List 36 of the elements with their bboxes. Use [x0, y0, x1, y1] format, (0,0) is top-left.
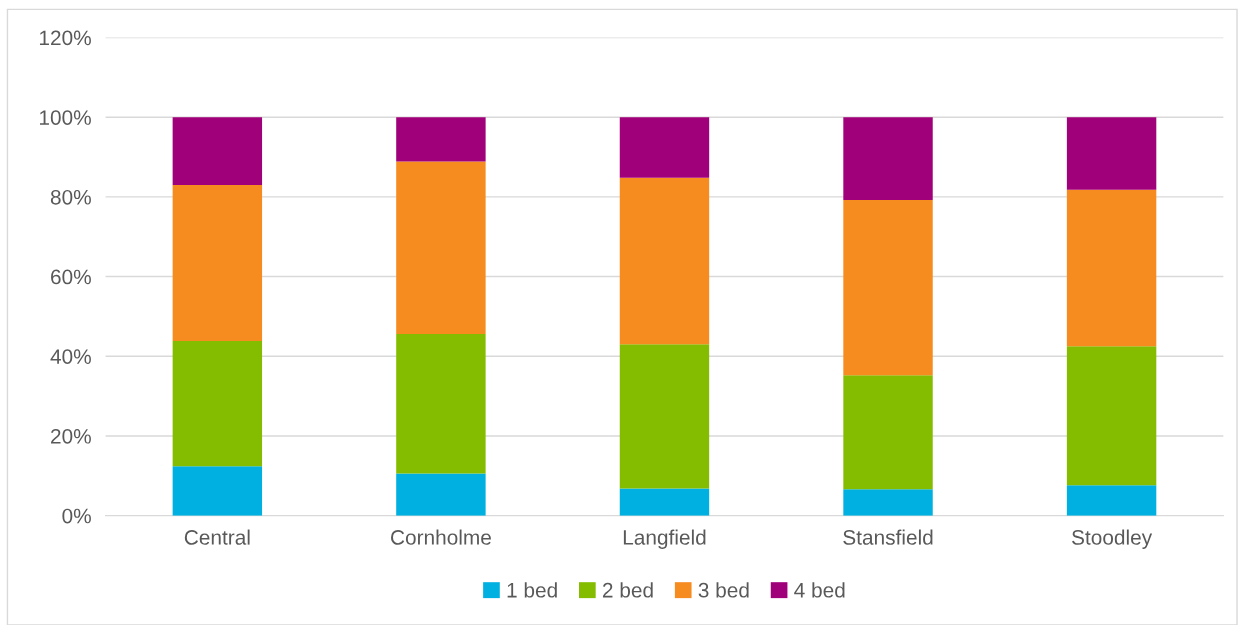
- bar: [1066, 117, 1157, 190]
- bar: [1066, 189, 1157, 347]
- x-tick-label: Central: [184, 529, 250, 545]
- y-tick-label: 60%: [51, 269, 91, 285]
- bar: [396, 333, 486, 474]
- y-tick-label: 40%: [50, 349, 91, 364]
- bar: [1066, 346, 1157, 486]
- bar: [172, 466, 263, 516]
- bar: [843, 489, 933, 516]
- legend-label: 3 bed: [698, 582, 749, 598]
- y-tick-label: 20%: [51, 428, 91, 444]
- y-tick-label: 80%: [50, 189, 91, 205]
- y-tick-label: 120%: [39, 30, 91, 46]
- x-tick-label: Langfield: [623, 529, 706, 549]
- x-tick-label: Cornholme: [391, 529, 491, 545]
- bar: [619, 488, 710, 516]
- bar: [619, 344, 710, 489]
- y-tick-label: 100%: [39, 110, 91, 125]
- bar: [172, 184, 263, 342]
- bar: [396, 161, 486, 334]
- bar: [396, 473, 486, 516]
- x-tick-label: Stoodley: [1072, 529, 1153, 549]
- bar: [843, 117, 933, 201]
- x-tick-label: Stansfield: [843, 529, 933, 545]
- legend-label: 1 bed: [507, 582, 557, 598]
- y-tick-label: 0%: [62, 508, 91, 524]
- bar: [619, 117, 710, 178]
- legend-label: 2 bed: [602, 582, 653, 598]
- legend-label: 4 bed: [794, 582, 845, 598]
- bar: [172, 341, 263, 467]
- bar: [396, 117, 486, 162]
- bar: [843, 375, 933, 490]
- bar: [843, 200, 933, 376]
- bar: [619, 177, 710, 345]
- bar: [1066, 485, 1157, 516]
- bar: [172, 117, 263, 185]
